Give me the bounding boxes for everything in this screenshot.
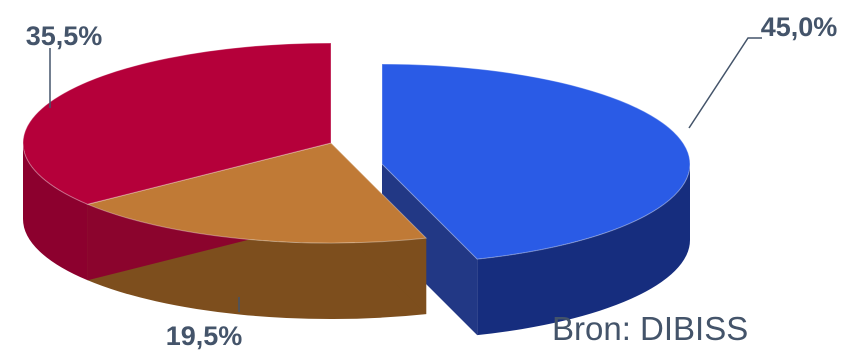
slice-cut-face bbox=[382, 164, 478, 336]
data-label: 35,5% bbox=[26, 21, 103, 51]
pie-slice bbox=[22, 42, 332, 205]
slice-rim bbox=[23, 143, 88, 281]
data-label: 19,5% bbox=[166, 321, 243, 351]
slice-rim bbox=[477, 164, 690, 336]
leader-lines bbox=[49, 37, 762, 312]
slice-tops bbox=[22, 42, 691, 260]
pie-slice bbox=[86, 142, 428, 244]
data-labels: 45,0% 19,5% 35,5% bbox=[26, 12, 838, 351]
source-note: Bron: DIBISS bbox=[552, 310, 749, 347]
data-label: 45,0% bbox=[761, 12, 838, 42]
pie-slice bbox=[381, 63, 691, 260]
leader-line bbox=[688, 37, 762, 129]
